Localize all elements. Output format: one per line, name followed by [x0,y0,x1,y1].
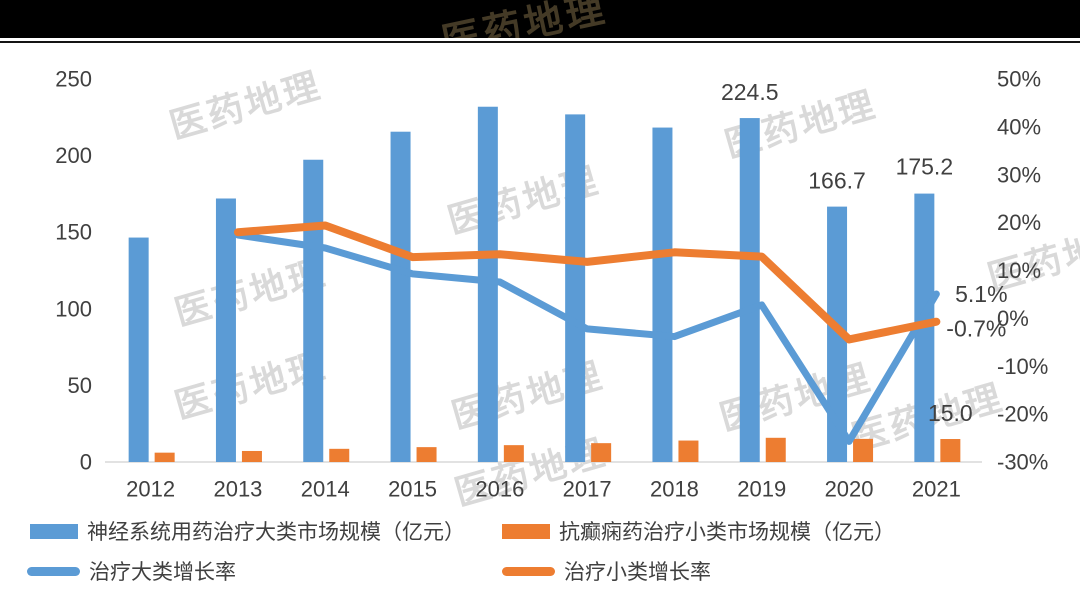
bar-2015-main_market [390,131,411,462]
x-axis-label: 2017 [563,477,612,502]
x-axis-label: 2013 [213,477,262,502]
top-black-bar: 医药地理 [0,0,1080,38]
bar-2019-sub_market [765,437,786,462]
right-axis-tick: 10% [997,258,1041,283]
data-label-sub_market: 15.0 [928,400,973,426]
bar-2018-main_market [652,127,673,463]
data-label-main_market: 224.5 [721,79,779,105]
left-axis-tick: 200 [55,143,92,168]
left-axis-tick: 0 [80,450,92,475]
x-axis-label: 2020 [825,477,874,502]
right-axis-tick: 40% [997,114,1041,139]
bar-2020-main_market [827,206,848,462]
bar-2016-sub_market [503,445,524,462]
bar-2015-sub_market [416,447,437,462]
left-axis-tick: 50 [68,373,92,398]
x-axis-label: 2015 [388,477,437,502]
data-label-main_market: 175.2 [896,154,954,180]
bar-2013-main_market [215,198,236,462]
x-axis-label: 2016 [475,477,524,502]
right-axis-tick: -30% [997,450,1048,475]
bar-2017-sub_market [591,443,612,462]
bar-2020-sub_market [853,438,874,462]
bar-2021-sub_market [940,439,961,462]
data-label-main_market: 166.7 [808,168,866,194]
bar-2014-sub_market [329,448,350,462]
x-axis-label: 2018 [650,477,699,502]
bar-2019-main_market [739,118,760,462]
data-label-sub_growth: -0.7% [946,316,1006,342]
bar-2014-main_market [303,159,324,463]
x-axis-label: 2021 [912,477,961,502]
data-label-main_growth: 5.1% [955,281,1007,307]
watermark-topbar: 医药地理 [436,0,612,38]
right-axis-tick: 20% [997,210,1041,235]
left-axis-tick: 250 [55,67,92,92]
x-axis-label: 2019 [737,477,786,502]
bar-2013-sub_market [241,450,262,462]
left-axis-tick: 150 [55,220,92,245]
right-axis-tick: 0% [997,306,1029,331]
x-axis-label: 2014 [301,477,350,502]
left-axis-tick: 100 [55,296,92,321]
right-axis-tick: -10% [997,354,1048,379]
bar-2018-sub_market [678,440,699,462]
line-sub_growth [233,221,941,344]
header-divider [0,41,1080,43]
line-main_growth [234,231,940,445]
bar-2012-main_market [128,237,149,462]
right-axis-tick: 50% [997,67,1041,92]
bar-2012-sub_market [154,452,175,462]
x-axis-label: 2012 [126,477,175,502]
right-axis-tick: 30% [997,162,1041,187]
bar-2017-main_market [565,114,586,463]
right-axis-tick: -20% [997,402,1048,427]
